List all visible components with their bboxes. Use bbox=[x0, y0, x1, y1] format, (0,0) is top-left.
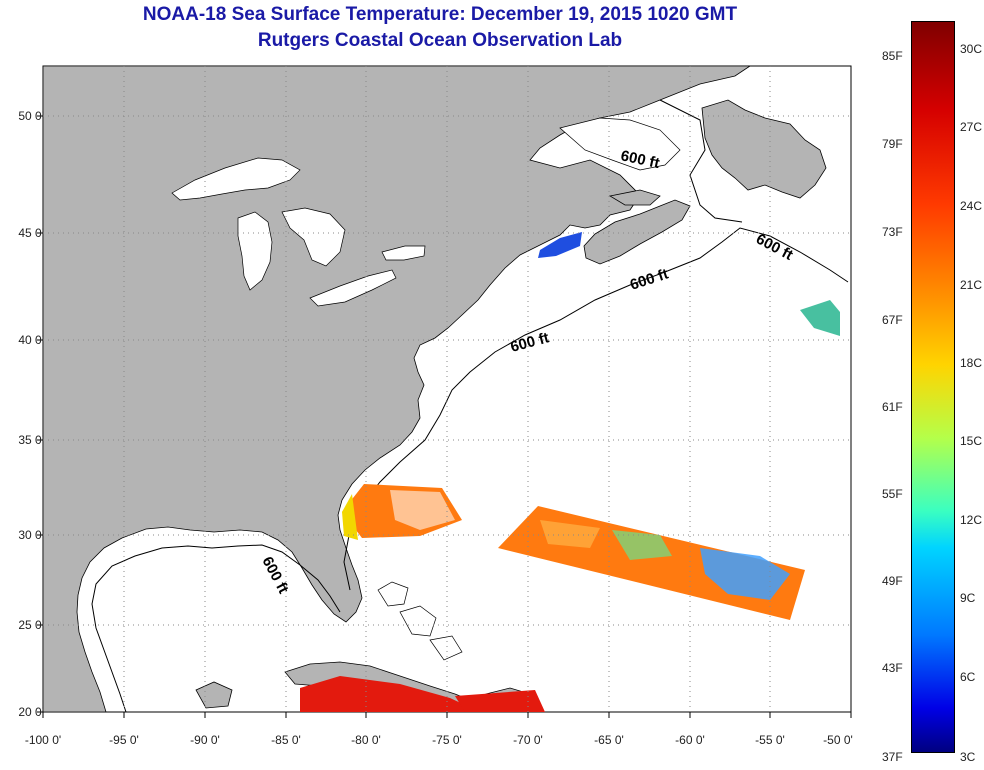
lon-label: -70 0' bbox=[513, 733, 543, 747]
colorbar-c-label: 12C bbox=[960, 513, 983, 527]
colorbar-c-label: 24C bbox=[960, 199, 983, 213]
lat-label: 35 0' bbox=[18, 433, 44, 447]
lon-label: -75 0' bbox=[432, 733, 462, 747]
land-nova-scotia bbox=[583, 199, 691, 265]
colorbar-c-label: 9C bbox=[960, 591, 976, 605]
colorbar-f-label: 55F bbox=[882, 487, 903, 501]
lake-erie bbox=[309, 269, 397, 307]
isobath-600ft-gulf bbox=[91, 544, 341, 713]
colorbar-f-label: 85F bbox=[882, 49, 903, 63]
map-title: NOAA-18 Sea Surface Temperature: Decembe… bbox=[142, 4, 738, 25]
colorbar-f-label: 49F bbox=[882, 574, 903, 588]
lat-label: 30 0' bbox=[18, 528, 44, 542]
lake-ontario bbox=[381, 245, 426, 261]
sst-patch-gulf-of-maine bbox=[538, 232, 582, 258]
sst-patch-cool bbox=[700, 548, 790, 600]
lake-superior bbox=[171, 157, 301, 201]
land-north-america bbox=[42, 65, 752, 713]
colorbar-f-label: 67F bbox=[882, 313, 903, 327]
colorbar-f-label: 37F bbox=[882, 750, 903, 764]
lake-huron bbox=[281, 207, 346, 267]
lon-label: -80 0' bbox=[351, 733, 381, 747]
colorbar-c-label: 15C bbox=[960, 434, 983, 448]
sst-patch-northeast bbox=[800, 300, 840, 336]
lat-label: 25 0' bbox=[18, 618, 44, 632]
colorbar-c-label: 6C bbox=[960, 670, 976, 684]
lon-label: -50 0' bbox=[823, 733, 853, 747]
lon-label: -95 0' bbox=[109, 733, 139, 747]
lat-label: 40 0' bbox=[18, 333, 44, 347]
lake-michigan bbox=[237, 211, 273, 291]
map-subtitle: Rutgers Coastal Ocean Observation Lab bbox=[257, 30, 623, 51]
colorbar-c-label: 18C bbox=[960, 356, 983, 370]
colorbar-f-label: 73F bbox=[882, 225, 903, 239]
land-newfoundland bbox=[701, 99, 827, 199]
lat-label: 50 0' bbox=[18, 109, 44, 123]
lon-label: -85 0' bbox=[271, 733, 301, 747]
lon-label: -60 0' bbox=[675, 733, 705, 747]
lon-label: -65 0' bbox=[594, 733, 624, 747]
colorbar-f-label: 61F bbox=[882, 400, 903, 414]
colorbar-c-label: 21C bbox=[960, 278, 983, 292]
colorbar-f-label: 43F bbox=[882, 661, 903, 675]
colorbar-c-label: 3C bbox=[960, 750, 976, 764]
sst-swath-cuba bbox=[300, 676, 480, 712]
colorbar-c-label: 27C bbox=[960, 120, 983, 134]
colorbar-c-label: 30C bbox=[960, 42, 983, 56]
temperature-colorbar bbox=[911, 21, 955, 753]
sst-patch-green bbox=[612, 530, 672, 560]
lon-label: -90 0' bbox=[190, 733, 220, 747]
colorbar-f-label: 79F bbox=[882, 137, 903, 151]
lat-label: 20 0' bbox=[18, 705, 44, 719]
lon-label: -55 0' bbox=[755, 733, 785, 747]
lat-label: 45 0' bbox=[18, 226, 44, 240]
lon-label: -100 0' bbox=[24, 733, 62, 747]
